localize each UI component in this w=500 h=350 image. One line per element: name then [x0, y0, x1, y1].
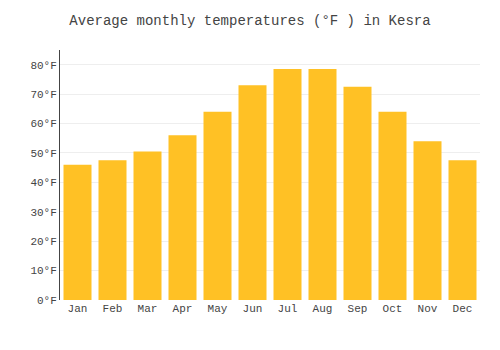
svg-text:Oct: Oct: [383, 303, 403, 315]
svg-text:Jan: Jan: [68, 303, 88, 315]
svg-text:Nov: Nov: [418, 303, 438, 315]
svg-text:70°F: 70°F: [30, 89, 56, 101]
svg-text:30°F: 30°F: [30, 207, 56, 219]
svg-text:Apr: Apr: [173, 303, 193, 315]
svg-text:Jun: Jun: [243, 303, 263, 315]
svg-text:80°F: 80°F: [30, 60, 56, 72]
svg-text:Aug: Aug: [313, 303, 333, 315]
svg-text:50°F: 50°F: [30, 148, 56, 160]
svg-text:0°F: 0°F: [37, 295, 57, 307]
svg-text:60°F: 60°F: [30, 118, 56, 130]
svg-text:20°F: 20°F: [30, 236, 56, 248]
svg-text:Sep: Sep: [348, 303, 368, 315]
svg-text:Mar: Mar: [138, 303, 158, 315]
svg-text:10°F: 10°F: [30, 265, 56, 277]
svg-text:Feb: Feb: [103, 303, 123, 315]
svg-text:Jul: Jul: [278, 303, 298, 315]
svg-text:Dec: Dec: [453, 303, 473, 315]
svg-text:Average monthly temperatures (: Average monthly temperatures (°F ) in Ke…: [69, 13, 430, 29]
svg-text:40°F: 40°F: [30, 177, 56, 189]
svg-text:May: May: [208, 303, 228, 315]
